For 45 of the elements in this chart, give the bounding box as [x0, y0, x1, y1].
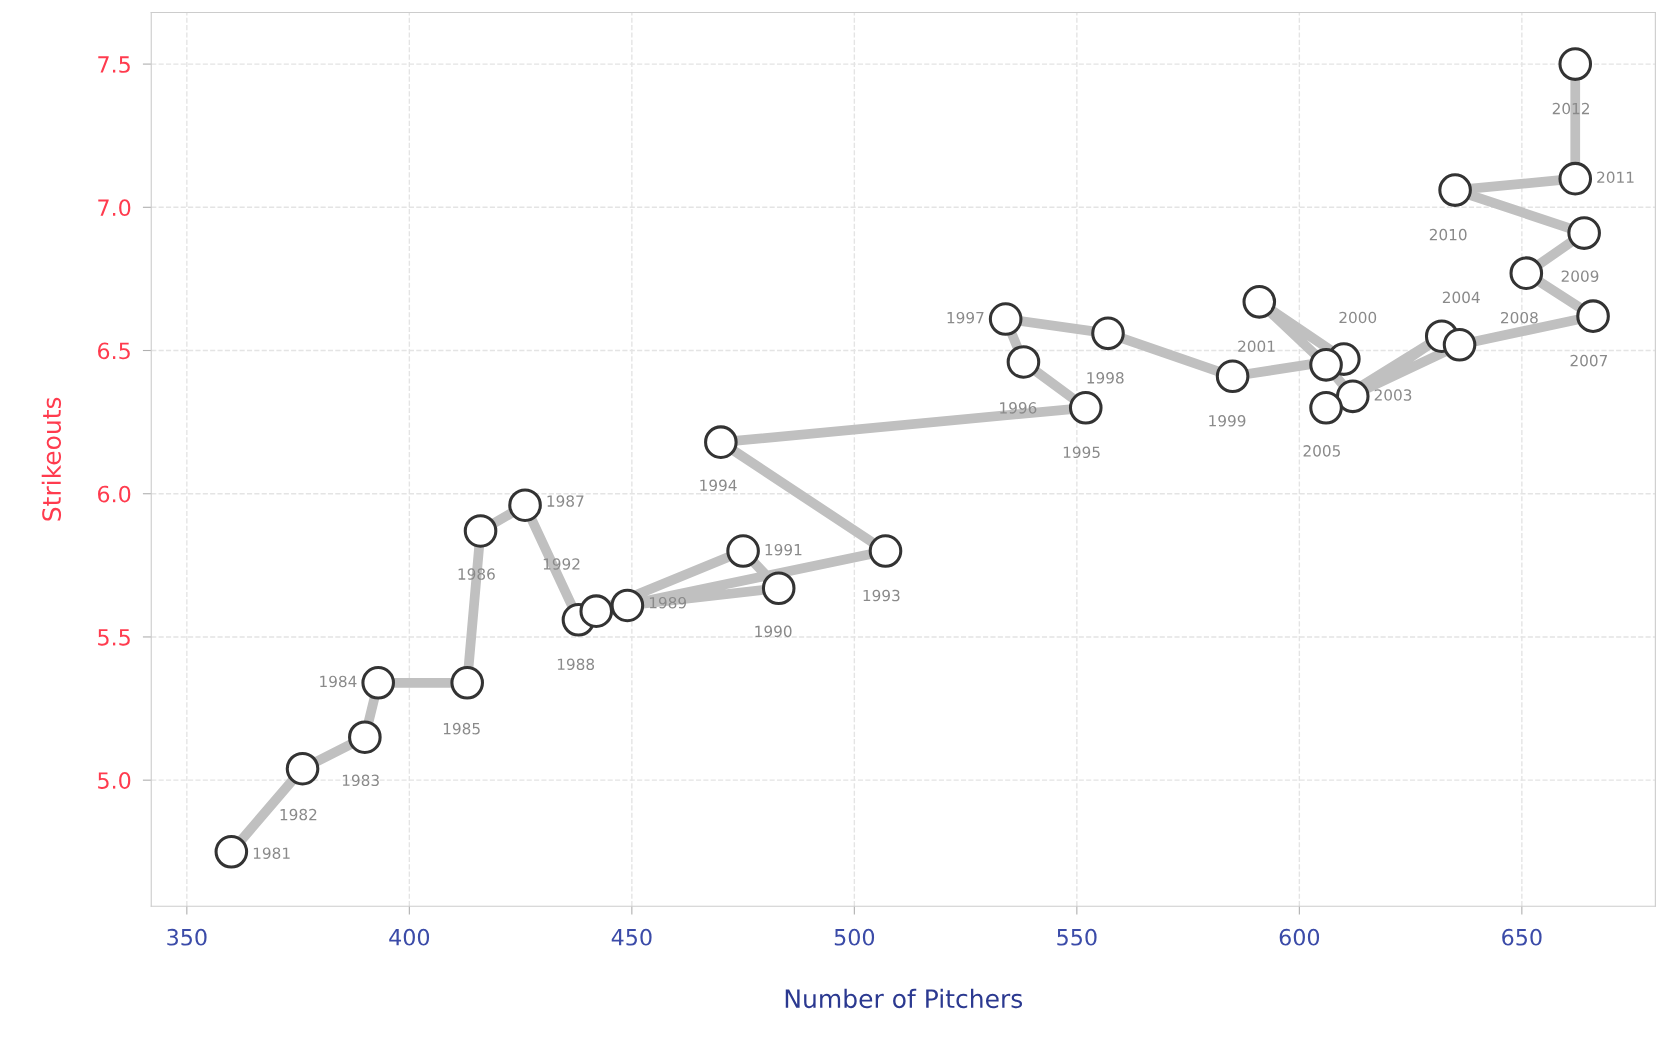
x-tick-label: 450 — [611, 928, 652, 946]
annotation: 2005 — [1303, 445, 1340, 457]
x-axis-title: Number of Pitchers — [785, 988, 1023, 1009]
annotation: 1983 — [342, 774, 379, 787]
y-axis-title: Strikeouts — [41, 397, 62, 521]
annotation: 2007 — [1570, 354, 1608, 367]
x-tick-label: 650 — [1502, 928, 1542, 946]
y-tick-label: 6.0 — [98, 485, 131, 503]
annotation: 1986 — [458, 568, 495, 580]
annotation: 2003 — [1374, 389, 1412, 401]
annotation: 1997 — [947, 311, 984, 324]
annotation: 2012 — [1552, 102, 1589, 115]
y-tick-label: 6.5 — [98, 342, 130, 360]
annotation: 2011 — [1597, 171, 1634, 184]
y-tick-label: 7.5 — [98, 56, 130, 73]
annotation: 1994 — [700, 479, 737, 492]
annotation: 2009 — [1561, 270, 1599, 282]
annotation: 1989 — [649, 596, 687, 609]
annotation: 1999 — [1209, 415, 1246, 427]
annotation: 1995 — [1063, 446, 1100, 459]
x-tick-label: 500 — [834, 928, 875, 946]
y-tick-label: 5.5 — [98, 629, 130, 646]
annotation: 2000 — [1339, 311, 1377, 324]
annotation: 2008 — [1501, 311, 1538, 324]
annotation: 1992 — [543, 558, 580, 570]
annotation: 1984 — [320, 675, 357, 688]
annotation: 1987 — [547, 495, 584, 507]
annotation: 2001 — [1238, 340, 1275, 353]
x-tick-label: 550 — [1057, 928, 1097, 946]
y-tick-label: 7.0 — [98, 199, 131, 217]
annotation: 1991 — [765, 543, 802, 556]
annotation: 2010 — [1429, 228, 1467, 241]
annotation: 1993 — [863, 589, 900, 602]
annotation: 1982 — [280, 808, 317, 821]
annotation: 1981 — [253, 847, 290, 859]
annotation: 1988 — [557, 658, 595, 671]
annotation: 2004 — [1442, 291, 1480, 304]
y-tick-label: 5.0 — [98, 772, 131, 789]
x-tick-label: 350 — [167, 928, 207, 946]
annotation: 1985 — [443, 722, 480, 735]
x-tick-label: 400 — [389, 928, 430, 946]
x-tick-label: 600 — [1279, 928, 1320, 946]
annotation: 1990 — [755, 625, 792, 638]
annotation: 1998 — [1087, 372, 1124, 384]
annotation: 1996 — [1000, 402, 1037, 414]
